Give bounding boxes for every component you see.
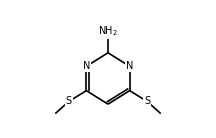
Text: N: N (126, 61, 133, 71)
Text: NH$_2$: NH$_2$ (98, 24, 118, 38)
Text: N: N (83, 61, 90, 71)
Text: S: S (144, 96, 150, 106)
Text: S: S (66, 96, 72, 106)
